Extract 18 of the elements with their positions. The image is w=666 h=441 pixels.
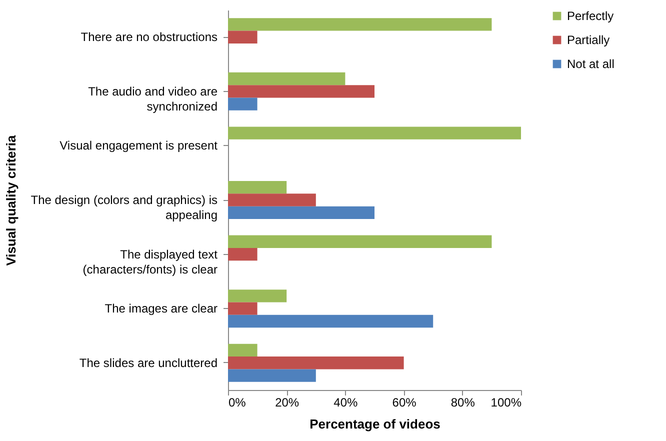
x-tick-label: 60% xyxy=(392,396,417,410)
y-tick-label: The slides are uncluttered xyxy=(79,356,218,370)
legend-label: Not at all xyxy=(567,57,614,71)
x-tick-label: 80% xyxy=(450,396,476,410)
y-tick-label: Visual engagement is present xyxy=(60,138,218,153)
legend-label: Partially xyxy=(567,33,610,47)
y-tick-label: There are no obstructions xyxy=(80,30,218,44)
x-tick-label: 100% xyxy=(490,396,522,410)
x-tick-label: 20% xyxy=(275,396,300,410)
y-tick-label: The audio and video are synchronized xyxy=(88,84,218,114)
y-axis-title: Visual quality criteria xyxy=(4,134,19,266)
x-tick-label: 40% xyxy=(334,396,358,410)
x-tick-label: 0% xyxy=(228,396,246,410)
y-tick-label: The displayed text (characters/fonts) is clear xyxy=(82,247,218,276)
legend-label: Perfectly xyxy=(567,9,614,23)
y-tick-label: The images are clear xyxy=(104,302,218,316)
x-axis-title: Percentage of videos xyxy=(310,416,440,432)
y-tick-label: The design (colors and graphics) is appealing xyxy=(30,193,218,222)
